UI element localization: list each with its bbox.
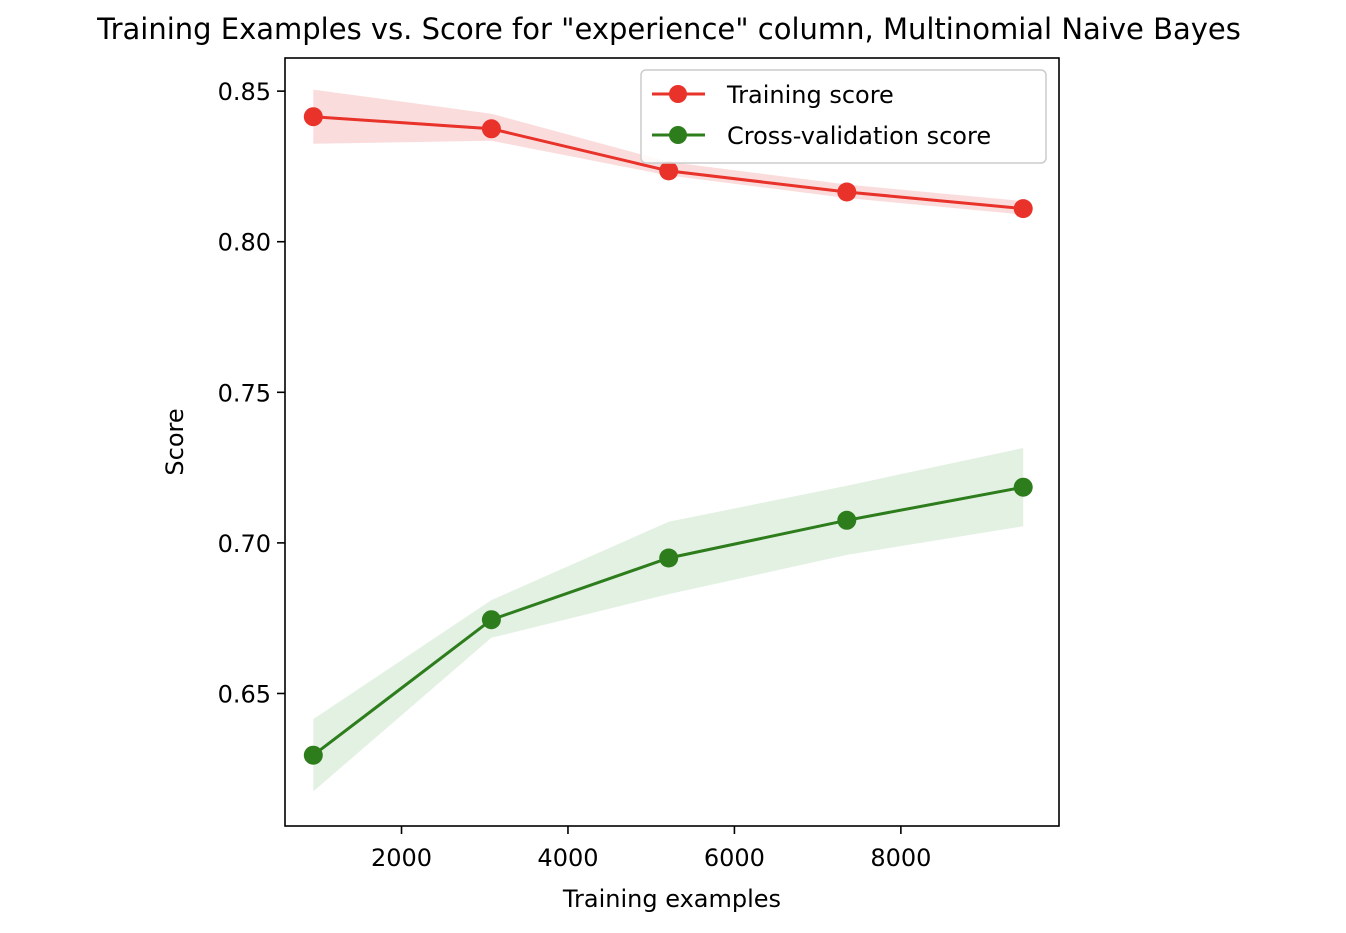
series-markers [303, 107, 1033, 765]
cross-validation-score-point [481, 610, 501, 630]
y-axis-ticks: 0.65 0.70 0.75 0.80 0.85 [218, 78, 285, 708]
legend-box [640, 69, 1047, 164]
x-tick-label: 2000 [371, 844, 432, 872]
cross-validation-score-band [313, 448, 1024, 792]
chart-title: Training Examples vs. Score for "experie… [96, 12, 1241, 46]
y-axis-label: Score [161, 408, 189, 475]
legend: Training score Cross-validation score [640, 69, 1047, 164]
confidence-bands [313, 89, 1024, 792]
y-tick-label: 0.65 [218, 680, 271, 708]
y-tick-label: 0.85 [218, 78, 271, 106]
legend-label-training: Training score [726, 81, 894, 109]
training-score-point [481, 119, 501, 139]
x-tick-label: 4000 [537, 844, 598, 872]
legend-marker-training [669, 85, 687, 103]
training-score-point [837, 182, 857, 202]
x-tick-label: 8000 [870, 844, 931, 872]
legend-label-cross-validation: Cross-validation score [727, 122, 991, 150]
x-tick-label: 6000 [704, 844, 765, 872]
training-score-point [303, 107, 323, 127]
x-axis-label: Training examples [562, 885, 781, 913]
training-score-point [1013, 199, 1033, 219]
x-axis-ticks: 2000 4000 6000 8000 [371, 826, 931, 872]
legend-marker-cross-validation [669, 126, 687, 144]
cross-validation-score-point [837, 510, 857, 530]
y-tick-label: 0.75 [218, 379, 271, 407]
y-tick-label: 0.70 [218, 530, 271, 558]
y-tick-label: 0.80 [218, 229, 271, 257]
training-score-point [659, 161, 679, 181]
cross-validation-score-point [659, 548, 679, 568]
cross-validation-score-point [1013, 477, 1033, 497]
cross-validation-score-point [303, 745, 323, 765]
plot-frame [284, 57, 1060, 827]
